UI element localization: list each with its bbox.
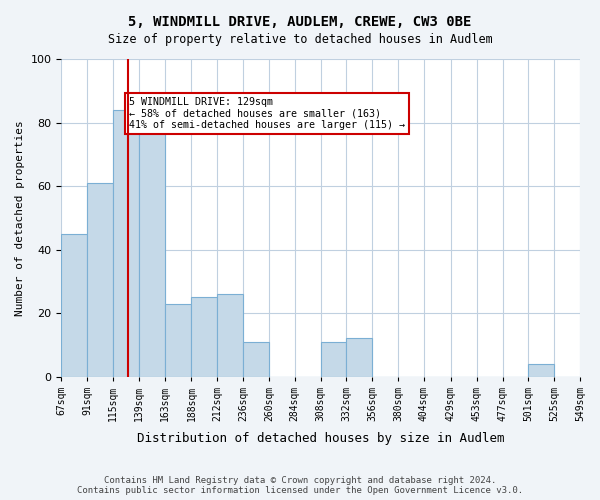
Bar [113,110,139,376]
Bar [529,364,554,376]
Bar [346,338,372,376]
Bar [139,110,164,376]
Text: 5, WINDMILL DRIVE, AUDLEM, CREWE, CW3 0BE: 5, WINDMILL DRIVE, AUDLEM, CREWE, CW3 0B… [128,15,472,29]
Bar [164,304,191,376]
Bar [320,342,346,376]
Bar [61,234,87,376]
Bar [217,294,243,376]
Text: 5 WINDMILL DRIVE: 129sqm
← 58% of detached houses are smaller (163)
41% of semi-: 5 WINDMILL DRIVE: 129sqm ← 58% of detach… [129,97,405,130]
Bar [191,297,217,376]
Bar [87,183,113,376]
Y-axis label: Number of detached properties: Number of detached properties [15,120,25,316]
Text: Contains HM Land Registry data © Crown copyright and database right 2024.
Contai: Contains HM Land Registry data © Crown c… [77,476,523,495]
Bar [243,342,269,376]
Text: Size of property relative to detached houses in Audlem: Size of property relative to detached ho… [107,32,493,46]
X-axis label: Distribution of detached houses by size in Audlem: Distribution of detached houses by size … [137,432,505,445]
